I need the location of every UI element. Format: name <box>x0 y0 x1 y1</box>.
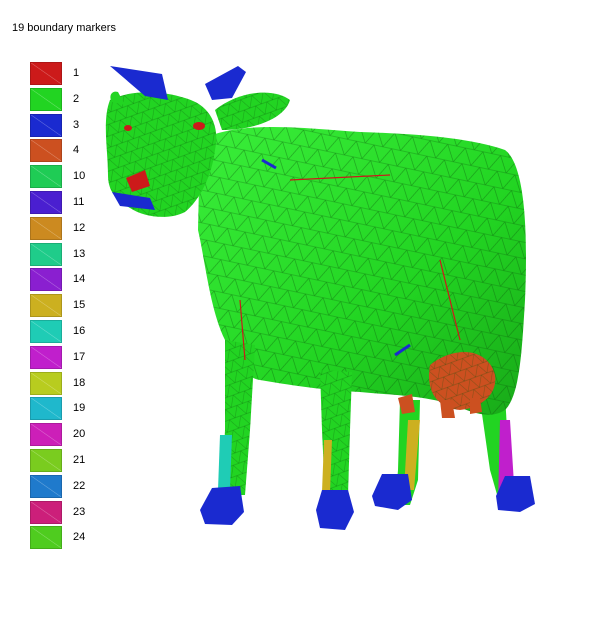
legend-label: 10 <box>73 170 86 182</box>
legend-label: 4 <box>73 144 80 156</box>
legend-swatch <box>30 320 62 343</box>
legend-label: 18 <box>73 377 86 389</box>
legend-item: 3 <box>30 114 150 138</box>
cow-hooves <box>200 474 535 530</box>
boundary-edges <box>239 158 461 361</box>
legend-item: 4 <box>30 139 150 163</box>
legend-label: 13 <box>73 248 86 260</box>
legend-item: 22 <box>30 475 150 499</box>
legend-label: 12 <box>73 222 86 234</box>
legend-swatch <box>30 139 62 162</box>
legend-label: 2 <box>73 93 80 105</box>
legend-label: 21 <box>73 454 86 466</box>
legend-item: 14 <box>30 268 150 292</box>
legend-item: 18 <box>30 372 150 396</box>
legend-item: 13 <box>30 243 150 267</box>
legend-item: 12 <box>30 217 150 241</box>
legend-label: 16 <box>73 325 86 337</box>
legend-label: 1 <box>73 67 80 79</box>
cow-head <box>105 66 290 217</box>
legend-label: 20 <box>73 428 86 440</box>
legend-item: 2 <box>30 88 150 112</box>
front-legs <box>218 340 352 495</box>
legend-item: 11 <box>30 191 150 215</box>
legend-title: 19 boundary markers <box>12 22 116 34</box>
legend-item: 23 <box>30 501 150 525</box>
legend-swatch <box>30 397 62 420</box>
legend-swatch <box>30 268 62 291</box>
legend-item: 16 <box>30 320 150 344</box>
legend-swatch <box>30 526 62 549</box>
legend-item: 20 <box>30 423 150 447</box>
legend-swatch <box>30 346 62 369</box>
legend-item: 19 <box>30 397 150 421</box>
legend-label: 17 <box>73 351 86 363</box>
legend-label: 14 <box>73 273 86 285</box>
legend-swatch <box>30 449 62 472</box>
legend-swatch <box>30 217 62 240</box>
legend-label: 22 <box>73 480 86 492</box>
legend-label: 11 <box>73 196 85 208</box>
legend-swatch <box>30 243 62 266</box>
legend-swatch <box>30 114 62 137</box>
cow-udder <box>398 352 496 418</box>
legend-item: 24 <box>30 526 150 550</box>
legend-swatch <box>30 423 62 446</box>
legend-label: 15 <box>73 299 86 311</box>
legend-swatch <box>30 475 62 498</box>
legend-label: 23 <box>73 506 86 518</box>
legend-swatch <box>30 88 62 111</box>
legend-item: 21 <box>30 449 150 473</box>
legend-swatch <box>30 372 62 395</box>
legend-item: 15 <box>30 294 150 318</box>
legend-swatch <box>30 191 62 214</box>
legend-item: 17 <box>30 346 150 370</box>
legend-swatch <box>30 62 62 85</box>
legend-swatch <box>30 165 62 188</box>
legend-label: 24 <box>73 531 86 543</box>
legend-label: 3 <box>73 119 80 131</box>
legend-swatch <box>30 501 62 524</box>
legend-label: 19 <box>73 402 86 414</box>
legend-swatch <box>30 294 62 317</box>
legend-item: 1 <box>30 62 150 86</box>
legend-item: 10 <box>30 165 150 189</box>
